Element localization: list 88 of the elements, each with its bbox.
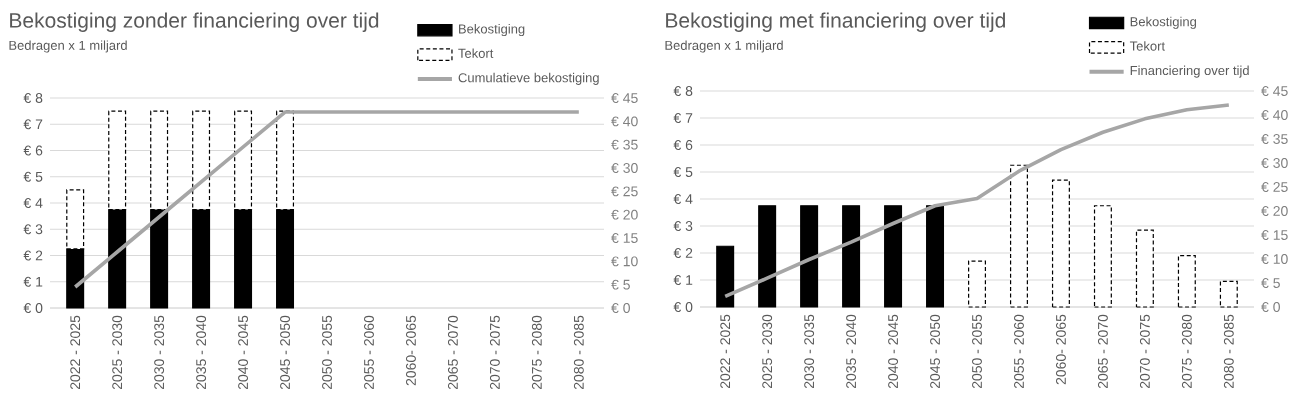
y2-tick-label: € 10 [1261, 254, 1288, 264]
chart-title: Bekostiging met financiering over tijd [666, 12, 1005, 32]
legend-label: Tekort [458, 48, 494, 58]
bar [1219, 280, 1238, 308]
y2-tick-label: € 35 [611, 139, 638, 150]
y2-tick-label: € 10 [611, 256, 638, 267]
y2-tick-label: € 25 [1261, 182, 1288, 192]
y2-tick-label: € 15 [1261, 230, 1288, 240]
bar [800, 205, 819, 308]
x-tick-label: 2080 - 2085 [1223, 314, 1234, 389]
bar [968, 260, 986, 308]
chart-subtitle: Bedragen x 1 miljard [665, 40, 783, 53]
y2-tick-label: € 25 [611, 186, 638, 197]
x-tick-label: 2050 - 2055 [322, 315, 332, 390]
line-series [723, 103, 1231, 299]
x-tick-label: 2050 - 2055 [972, 314, 982, 389]
legend-label: Bekostiging [459, 23, 525, 37]
y-tick-label: € 3 [673, 221, 693, 231]
bar [716, 245, 735, 308]
y-tick-label: € 1 [23, 276, 43, 287]
y2-tick-label: € 45 [1261, 86, 1288, 96]
y-tick-label: € 3 [23, 224, 43, 235]
y-tick-label: € 5 [673, 167, 693, 177]
y-tick-label: € 1 [673, 275, 693, 285]
chart-subtitle: Bedragen x 1 miljard [9, 40, 127, 53]
bar [1177, 255, 1196, 308]
legend-label: Bekostiging [1130, 16, 1197, 29]
y2-tick-label: € 20 [611, 209, 638, 220]
y2-tick-label: € 0 [1261, 302, 1280, 312]
x-tick-label: 2045 - 2050 [930, 314, 940, 389]
x-tick-label: 2075 - 2080 [1181, 314, 1192, 389]
y2-tick-label: € 30 [1261, 158, 1288, 168]
y2-tick-label: € 5 [1261, 278, 1280, 288]
legend-label: Tekort [1129, 41, 1165, 51]
x-tick-label: 2035 - 2040 [846, 314, 857, 389]
chart-title: Bekostiging zonder financiering over tijd [10, 12, 379, 32]
x-tick-label: 2045 - 2050 [280, 315, 290, 390]
x-tick-label: 2040 - 2045 [238, 315, 249, 390]
y2-tick-label: € 45 [611, 93, 638, 103]
y-tick-label: € 2 [23, 250, 43, 261]
y-tick-label: € 7 [23, 119, 43, 130]
bar [1051, 179, 1070, 308]
bar [884, 205, 903, 308]
x-tick-label: 2080 - 2085 [573, 315, 584, 390]
x-tick-label: 2060- 2065 [406, 315, 416, 386]
y2-tick-label: € 0 [611, 303, 630, 313]
x-tick-label: 2035 - 2040 [196, 315, 207, 390]
y2-tick-label: € 35 [1261, 134, 1288, 144]
legend-label: Financiering over tijd [1130, 65, 1249, 78]
y2-tick-label: € 20 [1261, 206, 1288, 216]
bar [1009, 164, 1028, 308]
y-tick-label: € 0 [673, 302, 693, 312]
y-tick-label: € 7 [673, 113, 693, 123]
x-tick-label: 2070 - 2075 [489, 315, 500, 390]
y2-tick-label: € 5 [611, 279, 630, 290]
x-tick-label: 2022 - 2025 [720, 314, 731, 389]
x-tick-label: 2065 - 2070 [1097, 314, 1108, 389]
y-tick-label: € 4 [23, 198, 43, 208]
y-tick-label: € 8 [673, 86, 693, 96]
bar [1135, 229, 1154, 308]
y-tick-label: € 2 [673, 248, 693, 258]
y-tick-label: € 5 [23, 171, 43, 182]
y2-tick-label: € 15 [611, 233, 638, 243]
y2-tick-label: € 40 [1261, 110, 1288, 120]
y-tick-label: € 8 [23, 93, 43, 103]
x-tick-label: 2030 - 2035 [154, 315, 165, 390]
x-tick-label: 2030 - 2035 [804, 314, 815, 389]
x-tick-label: 2055 - 2060 [1014, 314, 1024, 389]
bar [758, 205, 777, 308]
y2-tick-label: € 30 [611, 163, 638, 173]
bar [842, 205, 861, 308]
x-tick-label: 2065 - 2070 [447, 315, 458, 390]
x-tick-label: 2025 - 2030 [112, 315, 123, 390]
y-tick-label: € 0 [23, 303, 43, 313]
bar [926, 205, 945, 308]
legend-label: Cumulatieve bekostiging [458, 72, 599, 85]
x-tick-label: 2060- 2065 [1056, 314, 1066, 385]
y-tick-label: € 6 [673, 140, 693, 150]
y-tick-label: € 6 [23, 145, 43, 156]
y2-tick-label: € 40 [611, 116, 638, 127]
x-tick-label: 2022 - 2025 [70, 315, 81, 390]
x-tick-label: 2070 - 2075 [1139, 314, 1150, 389]
x-tick-label: 2075 - 2080 [531, 315, 542, 390]
bar [1093, 205, 1112, 308]
x-tick-label: 2055 - 2060 [364, 315, 374, 390]
x-tick-label: 2040 - 2045 [888, 314, 899, 389]
x-tick-label: 2025 - 2030 [762, 314, 773, 389]
y-tick-label: € 4 [673, 194, 693, 204]
